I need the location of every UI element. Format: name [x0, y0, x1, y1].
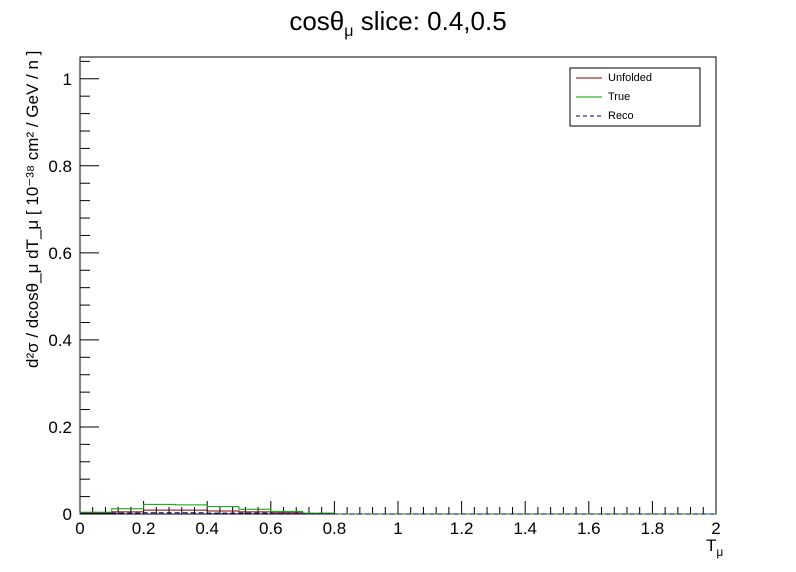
y-tick-label: 0.8: [48, 157, 72, 176]
y-tick-label: 0.2: [48, 418, 72, 437]
series-group: [79, 503, 716, 515]
legend-label-reco: Reco: [608, 110, 634, 122]
y-tick-label: 0.6: [48, 244, 72, 263]
x-axis-label: Tμ: [706, 536, 723, 559]
x-tick-label: 0.6: [259, 519, 283, 538]
y-tick-label: 0.4: [48, 331, 72, 350]
x-tick-label: 1.6: [577, 519, 601, 538]
chart-title: cosθμ slice: 0.4,0.5: [289, 6, 506, 40]
legend-label-unfolded: Unfolded: [608, 72, 652, 84]
x-tick-label: 0.4: [195, 519, 219, 538]
x-tick-label: 0.8: [323, 519, 347, 538]
y-tick-label: 0: [63, 505, 72, 524]
x-tick-label: 1.2: [450, 519, 474, 538]
x-tick-label: 0.2: [132, 519, 156, 538]
x-tick-label: 2: [711, 519, 720, 538]
x-tick-label: 0: [75, 519, 84, 538]
x-tick-label: 1.8: [641, 519, 665, 538]
y-axis-label: d²σ / dcosθ_μ dT_μ [ 10⁻³⁸ cm² / GeV / n…: [23, 51, 42, 368]
legend-label-true: True: [608, 91, 630, 103]
x-tick-label: 1: [393, 519, 402, 538]
x-tick-label: 1.4: [513, 519, 537, 538]
series-reco-line: [79, 512, 716, 515]
y-tick-label: 1: [63, 70, 72, 89]
tick-group: 0 0.2 0.4 0.6 0.8 1 1.2 1.4 1.6 1.8 2 0 0.2 0.4 0.6 0.8…: [48, 60, 721, 538]
legend: Unfolded True Reco: [569, 67, 701, 127]
